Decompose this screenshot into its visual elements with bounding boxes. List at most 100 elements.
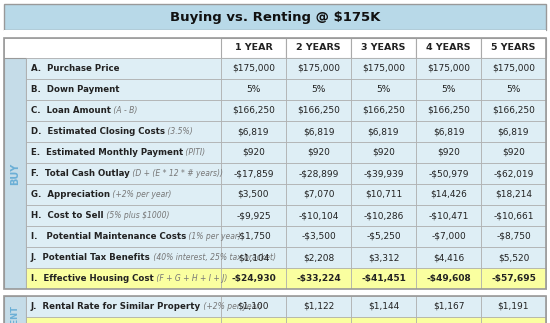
Text: 2 YEARS: 2 YEARS	[296, 44, 341, 53]
Bar	[26, 79, 221, 100]
Text: $175,000: $175,000	[232, 64, 275, 73]
Bar	[26, 205, 221, 226]
Text: $7,070: $7,070	[302, 190, 334, 199]
Bar	[4, 296, 26, 323]
Text: -$24,930: -$24,930	[231, 274, 276, 283]
Bar	[286, 79, 351, 100]
Bar	[416, 296, 481, 317]
Text: J.  Potential Tax Benefits: J. Potential Tax Benefits	[31, 253, 151, 262]
Bar	[4, 296, 546, 323]
Text: -$10,661: -$10,661	[493, 211, 534, 220]
Text: -$10,471: -$10,471	[428, 211, 469, 220]
Bar	[26, 121, 221, 142]
Bar	[416, 142, 481, 163]
Bar	[416, 226, 481, 247]
Bar	[416, 184, 481, 205]
Text: $175,000: $175,000	[427, 64, 470, 73]
Text: Buying vs. Renting @ $175K: Buying vs. Renting @ $175K	[170, 11, 380, 24]
Text: $166,250: $166,250	[297, 106, 340, 115]
Text: $3,312: $3,312	[368, 253, 399, 262]
Text: (PITI): (PITI)	[183, 148, 205, 157]
Text: $1,122: $1,122	[303, 302, 334, 311]
Bar	[221, 121, 286, 142]
Text: $166,250: $166,250	[492, 106, 535, 115]
Bar	[4, 38, 546, 289]
Bar	[286, 58, 351, 79]
Text: $175,000: $175,000	[492, 64, 535, 73]
Text: B.  Down Payment: B. Down Payment	[31, 85, 119, 94]
Bar	[351, 184, 416, 205]
Text: $10,711: $10,711	[365, 190, 402, 199]
Text: -$57,695: -$57,695	[491, 274, 536, 283]
Bar	[351, 247, 416, 268]
Bar	[481, 38, 546, 58]
Text: -$1,750: -$1,750	[236, 232, 271, 241]
Bar	[351, 296, 416, 317]
Text: A.  Purchase Price: A. Purchase Price	[31, 64, 119, 73]
Bar	[351, 205, 416, 226]
Bar	[416, 205, 481, 226]
Text: -$3,500: -$3,500	[301, 232, 336, 241]
Bar	[481, 121, 546, 142]
Text: -$10,286: -$10,286	[364, 211, 404, 220]
Bar	[4, 38, 221, 58]
Bar	[26, 247, 221, 268]
Text: -$41,451: -$41,451	[361, 274, 406, 283]
Bar	[286, 247, 351, 268]
Bar	[26, 268, 221, 289]
Text: (5% plus $1000): (5% plus $1000)	[103, 211, 169, 220]
Bar	[221, 226, 286, 247]
Text: $166,250: $166,250	[427, 106, 470, 115]
Text: -$50,979: -$50,979	[428, 169, 469, 178]
Bar	[286, 205, 351, 226]
Bar	[416, 58, 481, 79]
Bar	[416, 163, 481, 184]
Bar	[4, 4, 546, 30]
Text: D.  Estimated Closing Costs: D. Estimated Closing Costs	[31, 127, 165, 136]
Bar	[351, 121, 416, 142]
Text: 5%: 5%	[507, 85, 521, 94]
Text: 5%: 5%	[376, 85, 390, 94]
Bar	[221, 296, 286, 317]
Bar	[221, 247, 286, 268]
Bar	[416, 121, 481, 142]
Bar	[221, 268, 286, 289]
Bar	[286, 100, 351, 121]
Bar	[221, 58, 286, 79]
Bar	[26, 226, 221, 247]
Bar	[26, 142, 221, 163]
Text: (+2% per year): (+2% per year)	[110, 190, 172, 199]
Bar	[351, 317, 416, 323]
Bar	[286, 142, 351, 163]
Bar	[286, 226, 351, 247]
Text: $2,208: $2,208	[303, 253, 334, 262]
Text: $166,250: $166,250	[232, 106, 275, 115]
Bar	[286, 184, 351, 205]
Text: -$62,019: -$62,019	[493, 169, 534, 178]
Text: $14,426: $14,426	[430, 190, 467, 199]
Text: $18,214: $18,214	[495, 190, 532, 199]
Text: $1,144: $1,144	[368, 302, 399, 311]
Bar	[286, 317, 351, 323]
Text: $175,000: $175,000	[362, 64, 405, 73]
Bar	[221, 163, 286, 184]
Text: $6,819: $6,819	[302, 127, 334, 136]
Bar	[351, 268, 416, 289]
Text: RENT: RENT	[10, 305, 19, 323]
Text: F.  Total Cash Outlay: F. Total Cash Outlay	[31, 169, 130, 178]
Text: I.   Potential Maintenance Costs: I. Potential Maintenance Costs	[31, 232, 186, 241]
Text: 3 YEARS: 3 YEARS	[361, 44, 406, 53]
Bar	[416, 268, 481, 289]
Text: I.  Effective Housing Cost: I. Effective Housing Cost	[31, 274, 154, 283]
Bar	[481, 142, 546, 163]
Text: $920: $920	[372, 148, 395, 157]
Text: J.  Rental Rate for Similar Property: J. Rental Rate for Similar Property	[31, 302, 201, 311]
Text: 5%: 5%	[246, 85, 261, 94]
Bar	[26, 163, 221, 184]
Text: -$8,750: -$8,750	[496, 232, 531, 241]
Bar	[416, 79, 481, 100]
Bar	[416, 317, 481, 323]
Text: BUY: BUY	[10, 162, 20, 185]
Bar	[4, 58, 26, 289]
Bar	[351, 226, 416, 247]
